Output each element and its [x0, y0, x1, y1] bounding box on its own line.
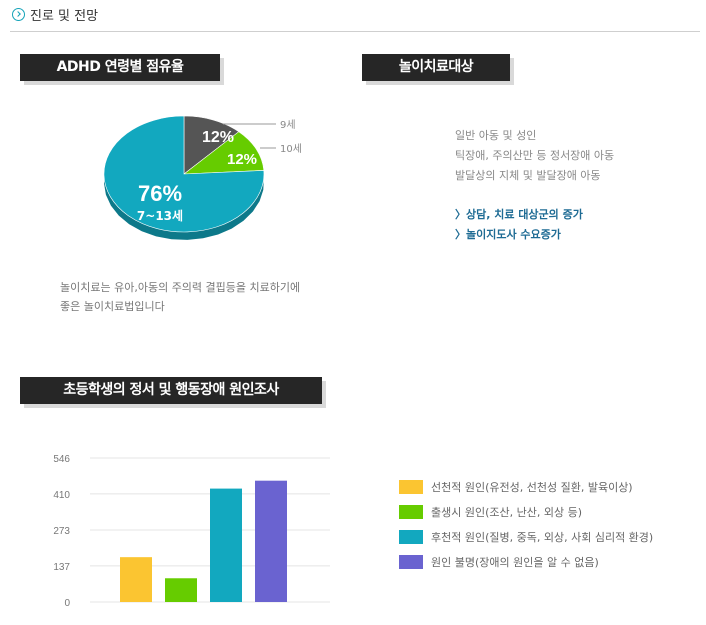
bar: [120, 557, 152, 602]
y-tick-label: 137: [53, 562, 70, 573]
play-result-item: 〉상담, 치료 대상군의 증가: [455, 208, 583, 221]
y-tick-label: 0: [64, 598, 70, 609]
legend-swatch: [399, 530, 423, 544]
play-target-item: 틱장애, 주의산만 등 정서장애 아동: [455, 149, 615, 162]
pie-value-label: 12%: [227, 151, 257, 168]
cause-bar-chart: 0 137 273 410 546: [40, 448, 340, 613]
pie-slice: [103, 115, 265, 233]
pie-slice: [183, 131, 265, 175]
survey-section-title: 초등학생의 정서 및 행동장애 원인조사: [20, 377, 322, 404]
pie-outside-label: 9세: [280, 119, 296, 131]
legend-label: 출생시 원인(조산, 난산, 외상 등): [431, 506, 583, 519]
adhd-section-title: ADHD 연령별 점유율: [20, 54, 220, 81]
bar: [210, 488, 242, 602]
play-section-title: 놀이치료대상: [362, 54, 510, 81]
bar: [165, 578, 197, 602]
pie-note-line-1: 놀이치료는 유아,아동의 주의력 결핍등을 치료하기에: [60, 281, 301, 294]
pie-slice: [183, 115, 240, 175]
adhd-pie-chart: 12% 12% 76% 7~13세 9세 10세: [100, 112, 320, 262]
pie-outside-label: 10세: [280, 143, 302, 155]
legend-swatch: [399, 555, 423, 569]
pie-category-label: 7~13세: [137, 208, 183, 223]
y-tick-label: 546: [53, 454, 70, 465]
legend-label: 선천적 원인(유전성, 선천성 질환, 발육이상): [431, 481, 633, 494]
legend-label: 원인 불명(장애의 원인을 알 수 없음): [431, 556, 599, 569]
bar: [255, 480, 287, 602]
section-header: 진로 및 전망: [10, 4, 700, 32]
page-title: 진로 및 전망: [30, 9, 99, 24]
play-result-list: 〉상담, 치료 대상군의 증가 〉놀이지도사 수요증가: [455, 205, 583, 245]
play-target-list: 일반 아동 및 성인 틱장애, 주의산만 등 정서장애 아동 발달상의 지체 및…: [455, 126, 614, 186]
pie-value-label: 76%: [138, 181, 182, 206]
play-target-item: 발달상의 지체 및 발달장애 아동: [455, 169, 601, 182]
y-tick-label: 410: [53, 490, 70, 501]
pie-note-line-2: 좋은 놀이치료법입니다: [60, 300, 165, 313]
y-tick-label: 273: [53, 526, 70, 537]
legend-swatch: [399, 505, 423, 519]
pie-value-label: 12%: [202, 129, 234, 146]
legend-swatch: [399, 480, 423, 494]
play-target-item: 일반 아동 및 성인: [455, 129, 537, 142]
circle-arrow-icon: [12, 8, 25, 21]
legend-label: 후천적 원인(질병, 중독, 외상, 사회 심리적 환경): [431, 531, 654, 544]
play-result-item: 〉놀이지도사 수요증가: [455, 228, 561, 241]
pie-note: 놀이치료는 유아,아동의 주의력 결핍등을 치료하기에 좋은 놀이치료법입니다: [60, 278, 300, 316]
